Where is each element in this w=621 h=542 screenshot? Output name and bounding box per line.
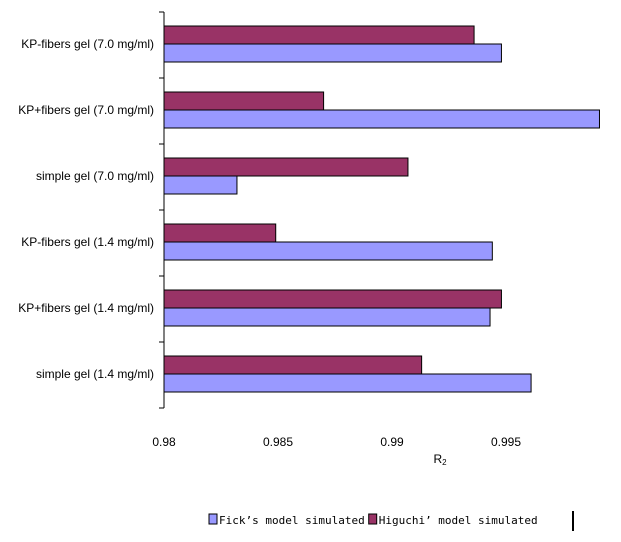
x-tick-label: 0.995 <box>491 435 521 449</box>
bar-higuchi-6 <box>163 355 423 375</box>
x-tick-label: 0.985 <box>263 435 293 449</box>
bars-layer <box>163 25 600 393</box>
bar-fick-1 <box>163 43 502 63</box>
legend-swatch-1 <box>208 513 218 525</box>
legend-label-2: Higuchi’ model simulated <box>379 514 538 527</box>
x-tick-label: 0.98 <box>152 435 176 449</box>
category-label-6: simple gel (1.4 mg/ml) <box>36 367 154 381</box>
x-axis: 0.98 0.985 0.99 0.995 <box>152 435 521 449</box>
bar-fick-2 <box>163 109 600 129</box>
bar-higuchi-5 <box>163 289 502 309</box>
bar-fick-4 <box>163 241 493 261</box>
legend: Fick’s model simulated Higuchi’ model sim… <box>208 511 574 531</box>
bar-higuchi-4 <box>163 223 277 243</box>
x-axis-title: R2 <box>433 452 447 467</box>
x-tick-label: 0.99 <box>380 435 404 449</box>
category-label-3: simple gel (7.0 mg/ml) <box>36 169 154 183</box>
category-labels: KP-fibers gel (7.0 mg/ml) KP+fibers gel (… <box>18 37 154 381</box>
y-axis <box>159 11 165 409</box>
legend-label-1: Fick’s model simulated <box>219 514 365 527</box>
legend-swatch-2 <box>368 513 378 525</box>
bar-higuchi-2 <box>163 91 325 111</box>
category-label-5: KP+fibers gel (1.4 mg/ml) <box>18 301 154 315</box>
x-axis-title-main: R <box>433 452 442 466</box>
bar-fick-5 <box>163 307 491 327</box>
bar-fick-3 <box>163 175 238 195</box>
bar-fick-6 <box>163 373 532 393</box>
x-axis-title-subscript: 2 <box>442 458 447 467</box>
bar-higuchi-1 <box>163 25 475 45</box>
bar-higuchi-3 <box>163 157 409 177</box>
category-label-1: KP-fibers gel (7.0 mg/ml) <box>21 37 154 51</box>
category-label-4: KP-fibers gel (1.4 mg/ml) <box>21 235 154 249</box>
category-label-2: KP+fibers gel (7.0 mg/ml) <box>18 103 154 117</box>
